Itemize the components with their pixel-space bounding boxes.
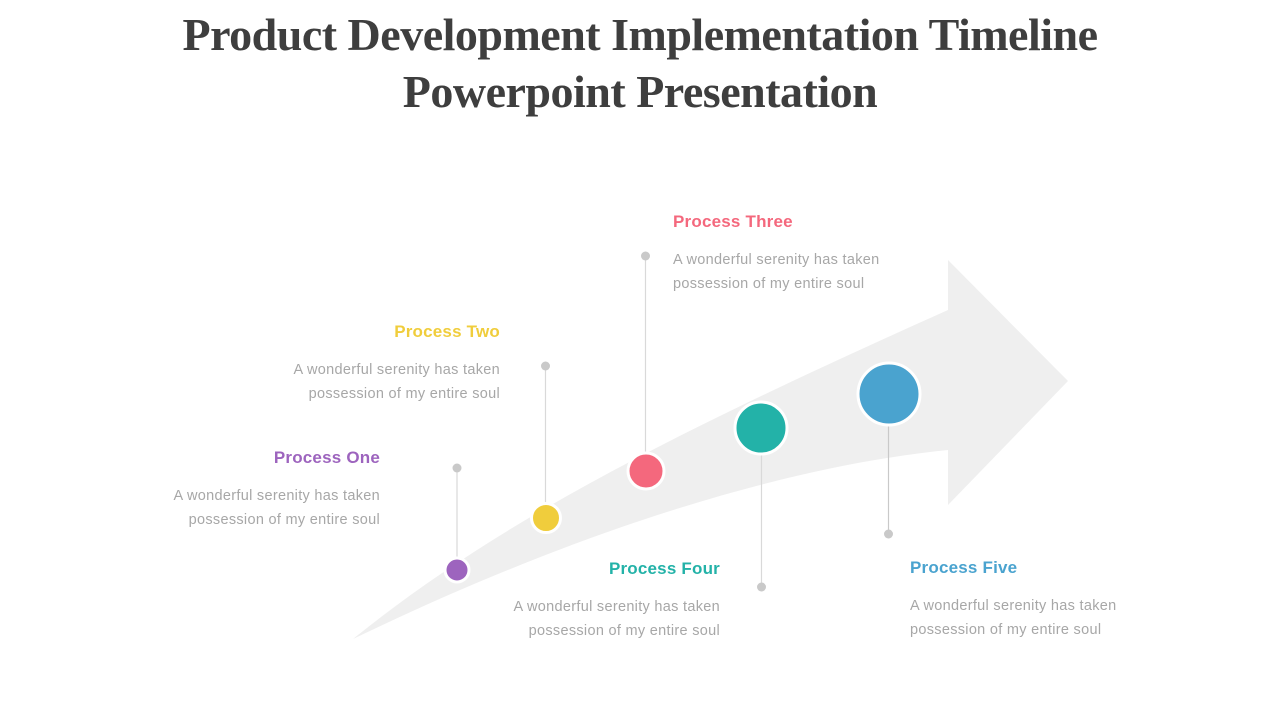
process-four-description-line-1: A wonderful serenity has taken	[513, 599, 720, 615]
milestone-circle-process-four	[733, 400, 789, 456]
process-three-title: Process Three	[673, 212, 793, 231]
process-one-description: A wonderful serenity has taken possessio…	[174, 485, 380, 532]
process-four-description: A wonderful serenity has taken possessio…	[514, 596, 720, 643]
process-four-description-line-2: possession of my entire soul	[528, 622, 720, 639]
process-five-description-line-1: A wonderful serenity has taken	[910, 598, 1117, 614]
milestone-circle-process-five	[856, 361, 922, 427]
slide-title: Product Development Implementation Timel…	[0, 6, 1280, 120]
process-two-description: A wonderful serenity has taken possessio…	[294, 359, 500, 406]
process-two-description-line-2: possession of my entire soul	[308, 385, 500, 402]
process-two-description-line-1: A wonderful serenity has taken	[293, 362, 500, 378]
arrow-shape	[353, 260, 1068, 639]
milestone-circle-process-two	[530, 502, 562, 534]
milestone-circle-process-three	[626, 451, 666, 491]
process-one-title: Process One	[273, 448, 380, 467]
process-five-description: A wonderful serenity has taken possessio…	[910, 595, 1116, 642]
process-three-description-line-2: possession of my entire soul	[673, 275, 865, 292]
process-three-description-line-1: A wonderful serenity has taken	[673, 252, 880, 268]
process-one-description-line-2: possession of my entire soul	[188, 511, 380, 528]
connector-dot-process-one	[452, 463, 462, 473]
connector-dot-process-four	[757, 582, 766, 592]
process-four-block: Process Four A wonderful serenity has ta…	[514, 559, 720, 643]
connector-dot-process-two	[541, 361, 550, 371]
process-five-block: Process Five A wonderful serenity has ta…	[910, 558, 1116, 642]
process-four-title: Process Four	[608, 559, 720, 578]
process-two-block: Process Two A wonderful serenity has tak…	[294, 322, 500, 406]
slide-title-line-2: Powerpoint Presentation	[402, 66, 878, 117]
slide-title-line-1: Product Development Implementation Timel…	[182, 9, 1098, 60]
milestone-circle-process-one	[443, 556, 471, 584]
connector-dot-process-five	[884, 529, 893, 539]
process-three-block: Process Three A wonderful serenity has t…	[673, 212, 879, 296]
process-three-description: A wonderful serenity has taken possessio…	[673, 249, 879, 296]
process-one-description-line-1: A wonderful serenity has taken	[173, 488, 380, 504]
process-five-title: Process Five	[910, 558, 1018, 577]
process-five-description-line-2: possession of my entire soul	[910, 621, 1102, 638]
process-one-block: Process One A wonderful serenity has tak…	[174, 448, 380, 532]
connector-dot-process-three	[641, 251, 650, 261]
process-two-title: Process Two	[394, 322, 500, 341]
